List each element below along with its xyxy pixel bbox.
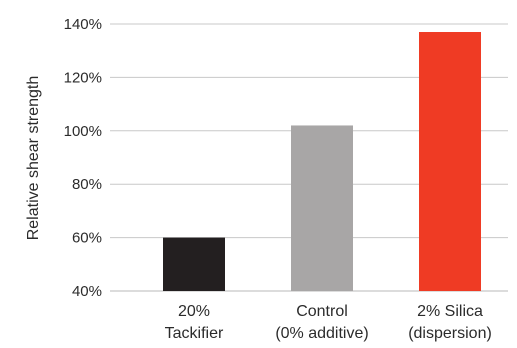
bar — [419, 32, 481, 291]
y-tick-label: 80% — [72, 176, 102, 193]
y-tick-label: 60% — [72, 230, 102, 247]
y-tick-label: 100% — [64, 123, 102, 140]
category-label: 2% Silica — [417, 303, 483, 320]
y-tick-label: 140% — [64, 16, 102, 33]
y-axis-title: Relative shear strength — [25, 76, 42, 241]
category-label: (0% additive) — [275, 325, 368, 342]
category-labels: 20% Tackifier Control (0% additive) 2% Silic… — [165, 303, 492, 342]
bar — [291, 125, 353, 292]
y-tick-labels: 40% 60% 80% 100% 120% 140% — [64, 16, 102, 300]
y-tick-label: 40% — [72, 283, 102, 300]
bars — [163, 32, 481, 292]
category-label: (dispersion) — [408, 325, 492, 342]
category-label: 20% — [178, 303, 210, 320]
y-tick-label: 120% — [64, 69, 102, 86]
category-label: Tackifier — [165, 325, 224, 342]
bar — [163, 237, 225, 291]
category-label: Control — [296, 303, 348, 320]
